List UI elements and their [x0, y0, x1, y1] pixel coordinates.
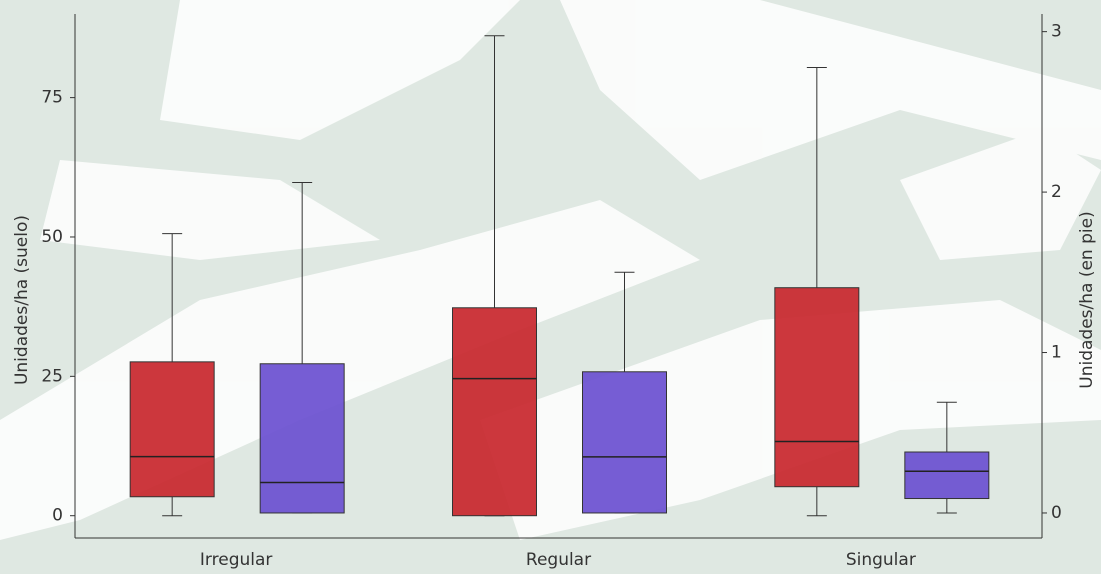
box — [774, 287, 860, 488]
y-axis-label: Unidades/ha (suelo) — [12, 215, 32, 385]
y-tick-label: 50 — [41, 227, 63, 247]
y-tick-label: 25 — [41, 366, 63, 386]
box — [129, 361, 215, 498]
y-tick-label: 0 — [52, 506, 63, 526]
y2-tick-label: 0 — [1051, 503, 1062, 523]
x-tick-label: Irregular — [200, 550, 272, 570]
y2-tick-label: 3 — [1051, 22, 1062, 42]
y2-tick-label: 1 — [1051, 343, 1062, 363]
box — [582, 371, 667, 514]
x-tick-label: Singular — [846, 550, 916, 570]
y2-tick-label: 2 — [1051, 182, 1062, 202]
box — [904, 451, 990, 500]
box — [259, 363, 345, 514]
x-tick-label: Regular — [526, 550, 591, 570]
box — [452, 307, 537, 517]
y-tick-label: 75 — [41, 88, 63, 108]
y2-axis-label: Unidades/ha (en pie) — [1077, 211, 1097, 388]
